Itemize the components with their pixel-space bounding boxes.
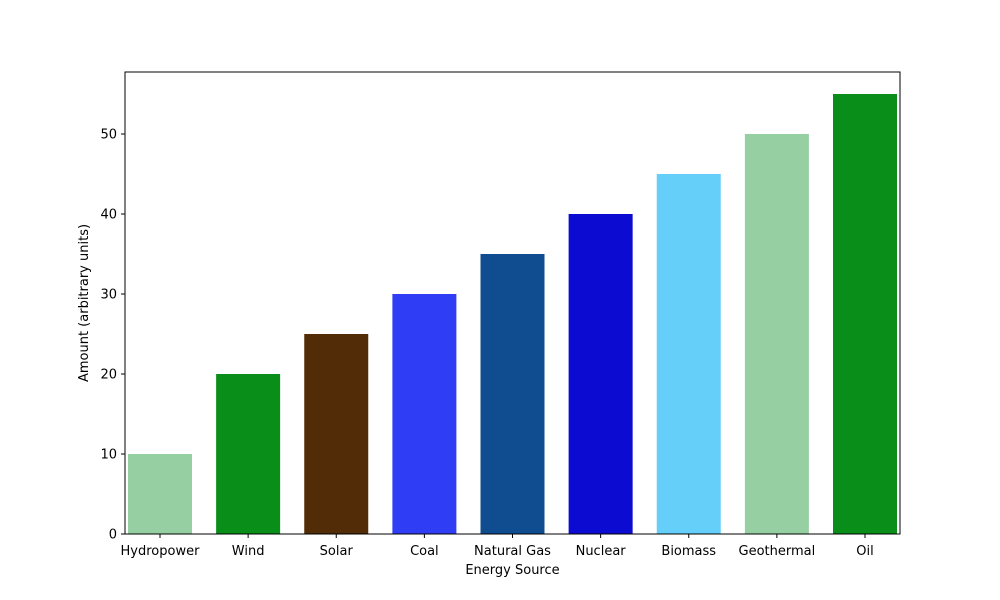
bar-hydropower — [128, 454, 192, 534]
y-tick-label: 0 — [109, 528, 117, 543]
x-tick-label: Geothermal — [739, 544, 816, 559]
bar-wind — [216, 374, 281, 534]
y-tick-label: 40 — [100, 208, 117, 223]
bars-group — [128, 94, 897, 534]
x-tick-label: Biomass — [661, 544, 716, 559]
x-tick-label: Natural Gas — [474, 544, 551, 559]
x-tick-label: Hydropower — [121, 544, 201, 559]
bar-biomass — [656, 174, 721, 534]
bar-oil — [833, 94, 897, 534]
bar-natural-gas — [480, 254, 545, 534]
y-tick-label: 50 — [100, 128, 117, 143]
y-tick-label: 10 — [100, 448, 117, 463]
x-tick-label: Coal — [410, 544, 439, 559]
y-tick-label: 20 — [100, 368, 117, 383]
bar-geothermal — [744, 134, 809, 534]
x-tick-label: Oil — [856, 544, 873, 559]
bar-coal — [392, 294, 457, 534]
plot-frame — [124, 71, 901, 535]
x-axis-label: Energy Source — [465, 563, 559, 578]
x-tick-label: Solar — [320, 544, 354, 559]
bar-nuclear — [568, 214, 633, 534]
x-tick-label: Wind — [232, 544, 265, 559]
x-axis-ticks: Hydropower Wind Solar Coal Natural Gas Nuclea… — [121, 534, 874, 559]
y-axis-label: Amount (arbitrary units) — [77, 224, 92, 382]
y-tick-label: 30 — [100, 288, 117, 303]
y-axis-ticks: 0 10 20 30 40 50 — [100, 128, 125, 543]
x-tick-label: Nuclear — [576, 544, 627, 559]
bar-solar — [304, 334, 369, 534]
